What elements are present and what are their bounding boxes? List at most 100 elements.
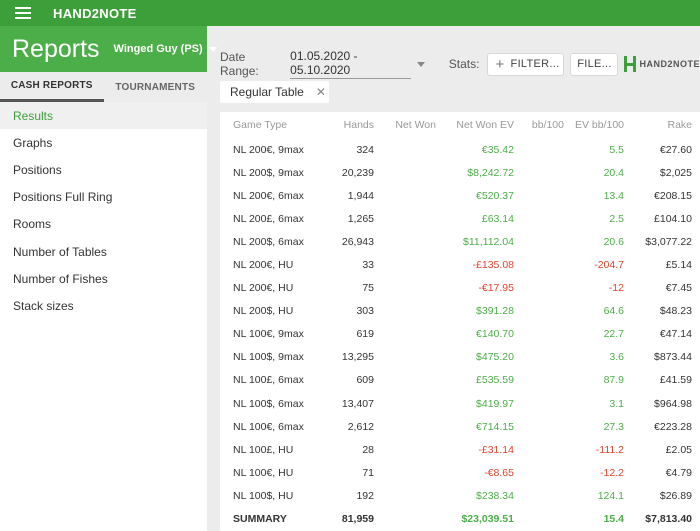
cell-game-type: NL 100€, HU: [233, 466, 294, 479]
cell-ev-bb100: 13.4: [603, 189, 624, 202]
table-row[interactable]: NL 200$, 6max 26,943 $11,112.04 20.6 $3,077.…: [220, 230, 700, 253]
cell-net-won-ev: €140.70: [476, 328, 514, 341]
table-row[interactable]: NL 100€, 9max 619 €140.70 22.7 €47.14: [220, 323, 700, 346]
cell-rake: $48.23: [659, 305, 692, 318]
table-header-row: Game Type Hands Net Won Net Won EV bb/10…: [220, 112, 700, 138]
cell-game-type: NL 100€, 9max: [233, 328, 304, 341]
column-header-game-type[interactable]: Game Type: [233, 119, 288, 131]
menu-icon[interactable]: [15, 7, 31, 19]
app-name: HAND2NOTE: [53, 5, 137, 21]
cell-game-type: NL 200£, 6max: [233, 212, 304, 225]
table-row[interactable]: NL 200€, HU 33 -£135.08 -204.7 £5.14: [220, 253, 700, 276]
summary-row[interactable]: SUMMARY 81,959 $23,039.51 15.4 $7,813.40: [220, 508, 700, 531]
cell-hands: 13,407: [341, 397, 374, 410]
player-selector[interactable]: Winged Guy (PS): [114, 43, 217, 55]
sidebar-item-number-of-fishes[interactable]: Number of Fishes: [13, 271, 108, 286]
cell-hands: 20,239: [341, 166, 374, 179]
filter-chip[interactable]: Regular Table ✕: [220, 81, 329, 103]
cell-net-won-ev: €520.37: [476, 189, 514, 202]
sidebar-nav: Results Graphs Positions Positions Full …: [0, 102, 207, 531]
cell-ev-bb100: 3.6: [609, 351, 624, 364]
plus-icon: +: [495, 55, 505, 73]
cell-ev-bb100: 20.4: [603, 166, 624, 179]
cell-rake: £2.05: [665, 443, 692, 456]
sidebar-item-positions[interactable]: Positions: [13, 162, 62, 177]
table-row[interactable]: NL 100$, 6max 13,407 $419.97 3.1 $964.98: [220, 392, 700, 415]
table-row[interactable]: NL 100$, HU 192 $238.34 124.1 $26.89: [220, 484, 700, 507]
cell-net-won: [382, 508, 444, 531]
column-header-net-won-ev[interactable]: Net Won EV: [456, 119, 514, 131]
cell-net-won: [382, 438, 444, 461]
cell-net-won-ev: $475.20: [476, 351, 514, 364]
column-header-ev-bb100[interactable]: EV bb/100: [574, 119, 624, 131]
cell-net-won-ev: -£135.08: [472, 259, 514, 272]
cell-game-type: NL 200$, 6max: [233, 235, 304, 248]
sidebar-item-graphs[interactable]: Graphs: [13, 135, 53, 150]
table-row[interactable]: NL 100£, 6max 609 £535.59 87.9 £41.59: [220, 369, 700, 392]
cell-rake: $2,025: [659, 166, 692, 179]
file-button[interactable]: FILE...: [570, 52, 619, 76]
column-header-net-won[interactable]: Net Won: [395, 119, 436, 131]
cell-net-won-ev: €35.42: [481, 143, 514, 156]
cell-hands: 81,959: [341, 513, 374, 526]
cell-hands: 324: [356, 143, 374, 156]
table-row[interactable]: NL 200€, 6max 1,944 €520.37 13.4 €208.15: [220, 184, 700, 207]
cell-game-type: NL 200€, HU: [233, 282, 294, 295]
cell-bb100: [522, 184, 572, 207]
cell-bb100: [522, 461, 572, 484]
table-row[interactable]: NL 100$, 9max 13,295 $475.20 3.6 $873.44: [220, 346, 700, 369]
cell-bb100: [522, 484, 572, 507]
cell-hands: 26,943: [341, 235, 374, 248]
cell-rake: €223.28: [654, 420, 692, 433]
stats-label: Stats:: [448, 57, 480, 71]
tab-cash-reports[interactable]: CASH REPORTS: [0, 72, 104, 102]
sidebar-item-stack-sizes[interactable]: Stack sizes: [13, 298, 74, 313]
cell-bb100: [522, 369, 572, 392]
cell-net-won: [382, 253, 444, 276]
table-row[interactable]: NL 200€, 9max 324 €35.42 5.5 €27.60: [220, 138, 700, 161]
logo-text: HAND2NOTE: [639, 59, 700, 69]
cell-hands: 13,295: [341, 351, 374, 364]
sidebar-item-number-of-tables[interactable]: Number of Tables: [13, 244, 107, 259]
column-header-hands[interactable]: Hands: [343, 119, 374, 131]
table-row[interactable]: NL 100€, 6max 2,612 €714.15 27.3 €223.28: [220, 415, 700, 438]
cell-rake: £41.59: [659, 374, 692, 387]
column-header-rake[interactable]: Rake: [667, 119, 692, 131]
cell-net-won: [382, 161, 444, 184]
cell-net-won: [382, 230, 444, 253]
cell-game-type: NL 100€, 6max: [233, 420, 304, 433]
table-row[interactable]: NL 100€, HU 71 -€8.65 -12.2 €4.79: [220, 461, 700, 484]
cell-bb100: [522, 300, 572, 323]
cell-game-type: NL 100£, HU: [233, 443, 294, 456]
cell-net-won-ev: $419.97: [476, 397, 514, 410]
cell-net-won-ev: £535.59: [476, 374, 514, 387]
cell-net-won: [382, 323, 444, 346]
date-range-label: Date Range:: [220, 50, 259, 78]
cell-net-won: [382, 392, 444, 415]
table-row[interactable]: NL 100£, HU 28 -£31.14 -111.2 £2.05: [220, 438, 700, 461]
cell-bb100: [522, 415, 572, 438]
chevron-down-icon[interactable]: [416, 61, 425, 67]
cell-ev-bb100: 27.3: [603, 420, 624, 433]
table-row[interactable]: NL 200£, 6max 1,265 £63.14 2.5 £104.10: [220, 207, 700, 230]
cell-ev-bb100: 2.5: [609, 212, 624, 225]
cell-ev-bb100: 3.1: [609, 397, 624, 410]
close-icon[interactable]: ✕: [315, 85, 326, 99]
cell-ev-bb100: 22.7: [603, 328, 624, 341]
column-header-bb100[interactable]: bb/100: [531, 119, 564, 131]
filter-button[interactable]: + FILTER...: [487, 52, 565, 76]
tab-tournaments[interactable]: TOURNAMENTS: [115, 81, 196, 93]
cell-net-won-ev: €714.15: [476, 420, 514, 433]
table-row[interactable]: NL 200$, HU 303 $391.28 64.6 $48.23: [220, 300, 700, 323]
date-range-select[interactable]: 01.05.2020 - 05.10.2020: [290, 49, 411, 79]
results-table: Game Type Hands Net Won Net Won EV bb/10…: [220, 112, 700, 531]
cell-net-won-ev: £63.14: [481, 212, 514, 225]
sidebar-item-rooms[interactable]: Rooms: [13, 217, 52, 232]
cell-hands: 619: [356, 328, 374, 341]
cell-game-type: NL 200$, 9max: [233, 166, 304, 179]
table-row[interactable]: NL 200$, 9max 20,239 $8,242.72 20.4 $2,025: [220, 161, 700, 184]
sidebar-item-positions-full-ring[interactable]: Positions Full Ring: [13, 190, 113, 205]
cell-bb100: [522, 138, 572, 161]
sidebar-item-results[interactable]: Results: [0, 102, 207, 130]
table-row[interactable]: NL 200€, HU 75 -€17.95 -12 €7.45: [220, 277, 700, 300]
